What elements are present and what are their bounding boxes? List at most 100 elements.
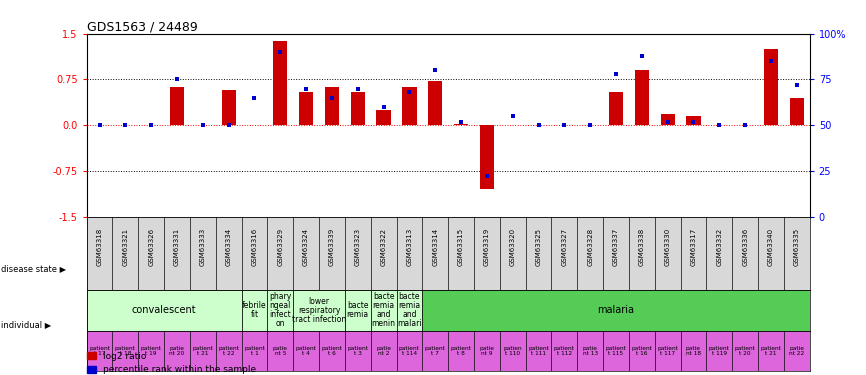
- Text: patie
nt 5: patie nt 5: [273, 346, 288, 356]
- Bar: [397, 331, 423, 371]
- Bar: [661, 114, 675, 125]
- Text: patient
t 21: patient t 21: [192, 346, 213, 356]
- Text: patient
t 114: patient t 114: [399, 346, 420, 356]
- Bar: [423, 290, 810, 331]
- Bar: [758, 217, 784, 290]
- Text: patient
t 19: patient t 19: [141, 346, 162, 356]
- Bar: [242, 217, 268, 290]
- Bar: [371, 290, 397, 331]
- Bar: [733, 217, 758, 290]
- Text: patie
nt 20: patie nt 20: [170, 346, 184, 356]
- Bar: [578, 331, 603, 371]
- Bar: [319, 217, 345, 290]
- Bar: [345, 217, 371, 290]
- Bar: [480, 125, 494, 189]
- Text: patient
t 18: patient t 18: [115, 346, 136, 356]
- Text: GSM63323: GSM63323: [355, 228, 361, 266]
- Bar: [733, 331, 758, 371]
- Bar: [351, 92, 365, 125]
- Text: convalescent: convalescent: [132, 305, 197, 315]
- Text: GSM63316: GSM63316: [251, 228, 257, 266]
- Text: phary
ngeal
infect
on: phary ngeal infect on: [269, 292, 292, 328]
- Bar: [268, 331, 294, 371]
- Bar: [428, 81, 443, 125]
- Bar: [299, 92, 313, 125]
- Text: malaria: malaria: [598, 305, 635, 315]
- Bar: [268, 290, 294, 331]
- Text: GSM63326: GSM63326: [148, 228, 154, 266]
- Bar: [87, 331, 113, 371]
- Text: GSM63337: GSM63337: [613, 228, 619, 266]
- Bar: [526, 331, 552, 371]
- Text: patient
t 3: patient t 3: [347, 346, 368, 356]
- Text: GSM63335: GSM63335: [794, 228, 800, 266]
- Bar: [190, 331, 216, 371]
- Text: GSM63313: GSM63313: [406, 228, 412, 266]
- Bar: [629, 331, 655, 371]
- Bar: [603, 217, 629, 290]
- Bar: [113, 331, 139, 371]
- Bar: [454, 124, 469, 125]
- Bar: [294, 331, 319, 371]
- Bar: [216, 331, 242, 371]
- Bar: [164, 331, 190, 371]
- Bar: [294, 290, 345, 331]
- Text: patien
t 110: patien t 110: [503, 346, 522, 356]
- Bar: [164, 217, 190, 290]
- Text: patie
nt 18: patie nt 18: [686, 346, 701, 356]
- Bar: [655, 217, 681, 290]
- Text: patient
t 21: patient t 21: [760, 346, 781, 356]
- Text: GSM63320: GSM63320: [510, 228, 516, 266]
- Text: bacte
remia
and
menin: bacte remia and menin: [372, 292, 396, 328]
- Bar: [242, 290, 268, 331]
- Bar: [449, 217, 474, 290]
- Bar: [526, 217, 552, 290]
- Bar: [273, 41, 288, 125]
- Text: patient
t 4: patient t 4: [295, 346, 317, 356]
- Text: patient
t 22: patient t 22: [218, 346, 239, 356]
- Text: patient
t 20: patient t 20: [734, 346, 755, 356]
- Text: patient
t 8: patient t 8: [450, 346, 471, 356]
- Bar: [790, 98, 804, 125]
- Text: GSM63318: GSM63318: [96, 228, 102, 266]
- Text: GSM63327: GSM63327: [561, 228, 567, 266]
- Text: patient
t 7: patient t 7: [425, 346, 446, 356]
- Text: GSM63321: GSM63321: [122, 228, 128, 266]
- Text: GSM63336: GSM63336: [742, 228, 748, 266]
- Text: GSM63325: GSM63325: [535, 228, 541, 266]
- Bar: [687, 116, 701, 125]
- Text: patie
nt 9: patie nt 9: [480, 346, 494, 356]
- Text: GSM63340: GSM63340: [768, 228, 774, 266]
- Text: GSM63334: GSM63334: [226, 228, 231, 266]
- Text: patient
t 6: patient t 6: [321, 346, 342, 356]
- Bar: [474, 331, 500, 371]
- Text: GSM63324: GSM63324: [303, 228, 309, 266]
- Bar: [139, 331, 164, 371]
- Bar: [423, 331, 449, 371]
- Bar: [87, 217, 113, 290]
- Bar: [500, 331, 526, 371]
- Text: GDS1563 / 24489: GDS1563 / 24489: [87, 21, 197, 34]
- Bar: [403, 87, 417, 125]
- Bar: [371, 331, 397, 371]
- Text: GSM63319: GSM63319: [484, 228, 490, 266]
- Bar: [707, 331, 733, 371]
- Bar: [449, 331, 474, 371]
- Text: patie
nt 22: patie nt 22: [789, 346, 805, 356]
- Bar: [423, 217, 449, 290]
- Text: bacte
remia
and
malari: bacte remia and malari: [397, 292, 422, 328]
- Text: patie
nt 13: patie nt 13: [583, 346, 598, 356]
- Text: GSM63338: GSM63338: [639, 228, 645, 266]
- Bar: [681, 217, 707, 290]
- Text: GSM63322: GSM63322: [380, 228, 386, 266]
- Bar: [578, 217, 603, 290]
- Text: individual ▶: individual ▶: [1, 320, 51, 329]
- Bar: [655, 331, 681, 371]
- Text: GSM63328: GSM63328: [587, 228, 593, 266]
- Legend: log2 ratio, percentile rank within the sample: log2 ratio, percentile rank within the s…: [87, 352, 256, 374]
- Text: lower
respiratory
tract infection: lower respiratory tract infection: [292, 297, 346, 324]
- Bar: [319, 331, 345, 371]
- Bar: [87, 290, 242, 331]
- Bar: [629, 217, 655, 290]
- Bar: [216, 217, 242, 290]
